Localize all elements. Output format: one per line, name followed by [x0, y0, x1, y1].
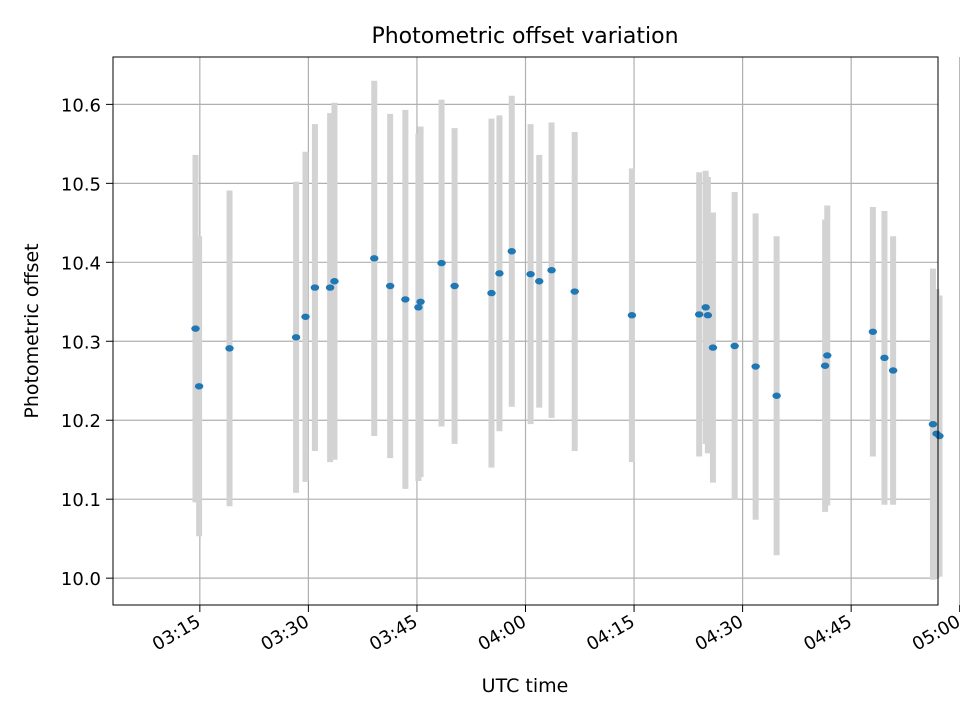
data-point [701, 304, 710, 311]
data-point [730, 342, 739, 350]
data-point [225, 345, 234, 352]
data-point [535, 278, 544, 285]
data-point [401, 296, 410, 303]
data-point [627, 312, 637, 319]
data-point [325, 284, 335, 291]
data-point [291, 334, 301, 341]
data-point [310, 284, 320, 291]
data-point [547, 266, 556, 274]
data-point [507, 248, 516, 255]
y-tick-label: 10.1 [61, 490, 101, 511]
data-point [370, 255, 379, 262]
data-point [880, 354, 889, 362]
data-point [772, 392, 781, 399]
y-axis-label: Photometric offset [21, 243, 43, 418]
y-tick-label: 10.0 [61, 569, 101, 590]
y-tick-label: 10.5 [61, 174, 101, 195]
data-point [414, 304, 423, 311]
data-point [495, 270, 504, 277]
data-point [487, 289, 496, 297]
data-point [820, 362, 830, 369]
data-point [416, 298, 425, 305]
data-point [194, 383, 204, 390]
x-axis-label: UTC time [482, 675, 569, 697]
data-point [751, 363, 760, 370]
data-point [935, 432, 944, 440]
y-tick-label: 10.6 [61, 95, 101, 116]
data-points [191, 248, 944, 440]
y-tick-label: 10.2 [61, 411, 101, 432]
data-point [708, 344, 718, 351]
data-point [385, 282, 395, 290]
data-point [888, 367, 898, 374]
data-point [526, 270, 535, 278]
data-point [450, 282, 459, 290]
data-point [437, 259, 446, 267]
data-point [191, 325, 200, 332]
y-axis-ticks: 10.0 10.1 10.2 10.3 10.4 10.5 10.6 [61, 95, 113, 590]
data-point [570, 288, 579, 295]
chart-title: Photometric offset variation [371, 24, 678, 49]
y-tick-label: 10.4 [61, 253, 101, 274]
data-point [928, 420, 938, 428]
data-point [703, 312, 713, 319]
data-point [823, 352, 832, 359]
data-point [301, 313, 310, 320]
data-point [868, 328, 878, 335]
data-point [330, 278, 339, 285]
y-tick-label: 10.3 [61, 332, 101, 353]
data-point [694, 311, 704, 318]
